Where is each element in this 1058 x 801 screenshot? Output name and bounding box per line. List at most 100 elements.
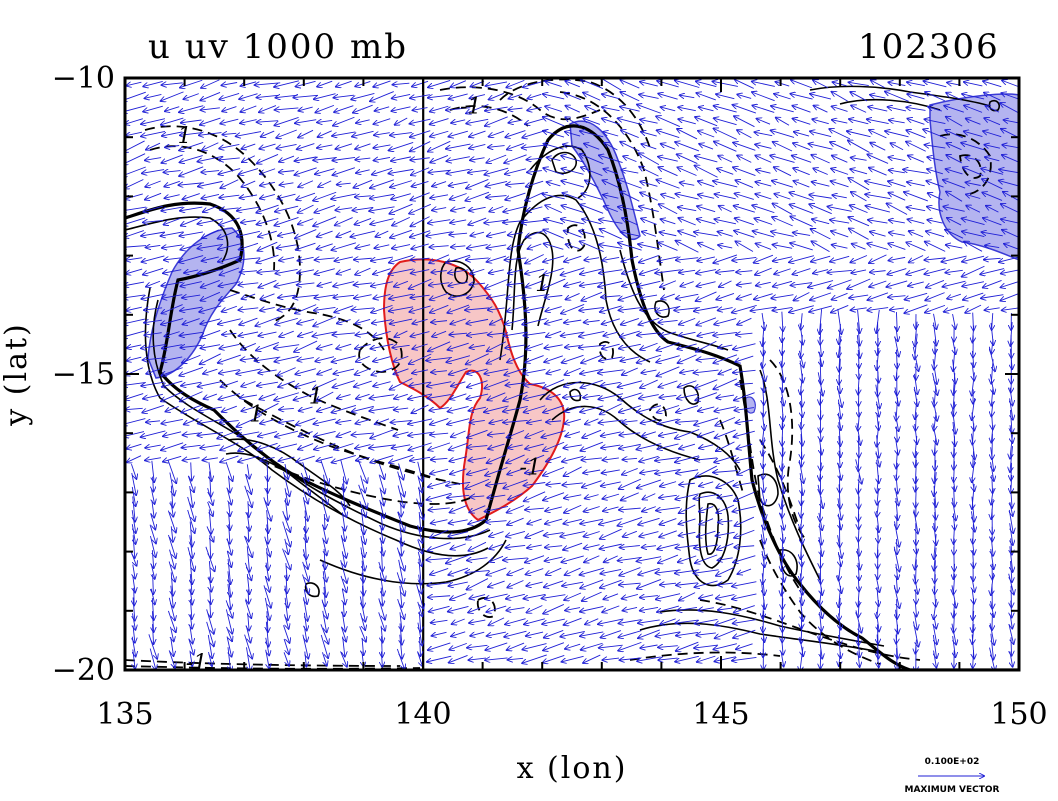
wind-vector (373, 145, 391, 148)
wind-vector (887, 268, 907, 275)
wind-vector (294, 392, 318, 400)
wind-vector (619, 619, 642, 624)
wind-vector (543, 379, 565, 389)
wind-vector (794, 292, 810, 301)
wind-vector (621, 130, 639, 138)
wind-vector (736, 271, 753, 273)
wind-vector (275, 317, 298, 324)
wind-vector (317, 230, 333, 237)
wind-vector (209, 509, 211, 533)
wind-vector (449, 233, 468, 235)
wind-vector (781, 387, 784, 405)
wind-vector (373, 80, 391, 87)
wind-vector (412, 343, 428, 349)
wind-vector (564, 466, 582, 476)
wind-vector (984, 145, 1001, 148)
wind-vector (126, 268, 143, 274)
wind-vector (486, 196, 507, 198)
wind-vector (375, 106, 390, 111)
wind-vector (527, 206, 543, 211)
wind-vector (283, 638, 289, 654)
legend-value: 0.100E+02 (925, 757, 980, 767)
wind-vector (430, 246, 449, 247)
wind-vector (412, 318, 428, 323)
wind-vector (219, 343, 240, 348)
wind-vector (544, 244, 564, 250)
wind-vector (375, 418, 390, 424)
wind-vector (657, 443, 679, 449)
wind-vector (299, 406, 313, 411)
wind-vector (733, 505, 756, 511)
contour-label: 1 (178, 124, 192, 149)
wind-vector (838, 463, 841, 480)
wind-vector (820, 358, 821, 385)
wind-vector (676, 293, 699, 298)
wind-vector (180, 155, 203, 163)
wind-vector (448, 130, 468, 137)
wind-vector (640, 82, 658, 87)
wind-vector (131, 472, 136, 495)
wind-vector (914, 386, 917, 406)
wind-vector (658, 646, 678, 648)
wind-vector (525, 508, 544, 510)
wind-vector (850, 255, 868, 263)
wind-vector (469, 658, 487, 660)
wind-vector (448, 406, 469, 411)
wind-vector (694, 232, 719, 237)
wind-vector (488, 433, 505, 435)
wind-vector (274, 80, 299, 87)
wind-vector (371, 304, 393, 312)
wind-vector (623, 607, 638, 610)
wind-vector (755, 144, 772, 149)
wind-vector (565, 431, 581, 437)
wind-vector (927, 220, 943, 223)
wind-vector (390, 180, 412, 188)
wind-vector (545, 506, 562, 511)
wind-vector (562, 581, 584, 586)
wind-vector (695, 117, 718, 127)
wind-vector (275, 430, 299, 437)
wind-vector (793, 119, 811, 125)
wind-vector (333, 295, 355, 297)
wind-vector (507, 142, 525, 149)
wind-vector (488, 580, 505, 587)
wind-vector (276, 143, 297, 148)
wind-vector (888, 193, 906, 201)
wind-vector (487, 341, 507, 352)
wind-vector (451, 430, 466, 437)
wind-vector (718, 232, 733, 237)
y-axis-label: y (lat) (0, 322, 34, 426)
wind-vector (336, 420, 352, 422)
wind-vector (602, 318, 620, 324)
wind-vector (782, 325, 783, 342)
wind-vector (906, 107, 926, 110)
wind-vector (656, 180, 680, 189)
wind-vector (953, 384, 955, 408)
wind-vector (887, 203, 908, 215)
wind-vector (580, 79, 604, 89)
wind-vector (200, 92, 221, 100)
x-axis-label: x (lon) (517, 751, 628, 786)
wind-vector (676, 632, 699, 635)
wind-vector (718, 558, 733, 560)
wind-vector (582, 219, 602, 225)
wind-vector (354, 380, 372, 387)
wind-vector (794, 132, 810, 137)
wind-vector (562, 354, 584, 362)
wind-vector (600, 568, 622, 573)
wind-vector (340, 626, 346, 642)
wind-vector (695, 392, 718, 401)
wind-vector (248, 589, 249, 604)
wind-vector (167, 610, 175, 632)
wind-vector (525, 254, 544, 263)
wind-vector (791, 80, 813, 89)
wind-vector (581, 194, 603, 200)
x-tick-label: 150 (990, 697, 1047, 732)
wind-vector (811, 255, 831, 262)
wind-vector (297, 270, 315, 273)
wind-vector (180, 391, 203, 402)
wind-vector (618, 118, 643, 126)
wind-vector (962, 255, 985, 261)
wind-vector (488, 333, 505, 335)
